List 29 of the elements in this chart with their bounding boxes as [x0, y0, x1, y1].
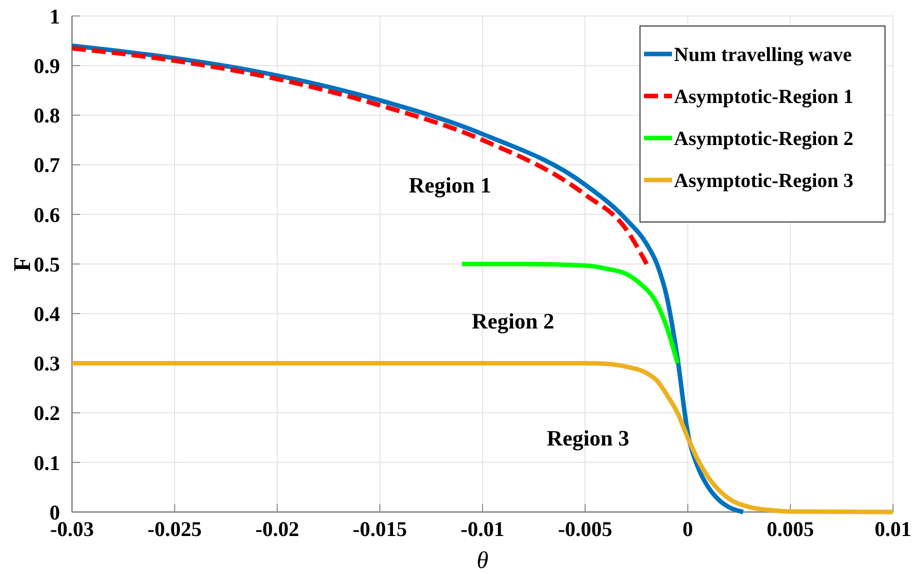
legend-label: Asymptotic-Region 1 — [674, 86, 854, 108]
annotation: Region 1 — [408, 172, 492, 198]
y-tick-label: 0.4 — [34, 302, 60, 326]
y-tick-label: 0.6 — [34, 202, 60, 227]
y-tick-label: 0.5 — [34, 252, 60, 276]
legend-label: Num travelling wave — [674, 44, 852, 66]
y-tick-label: 0.2 — [34, 401, 60, 426]
y-tick-label: 0.8 — [34, 104, 60, 128]
x-axis-title: θ — [476, 548, 489, 574]
annotation: Region 2 — [472, 308, 554, 334]
x-tick-label: -0.005 — [558, 517, 612, 541]
x-tick-label: 0.01 — [874, 517, 912, 541]
x-tick-label: -0.01 — [460, 517, 504, 541]
legend-label: Asymptotic-Region 3 — [674, 170, 854, 192]
x-tick-label: 0 — [682, 517, 693, 541]
line-series — [70, 46, 649, 266]
x-tick-label: -0.025 — [148, 517, 202, 541]
y-tick-label: 0.7 — [34, 153, 60, 178]
y-tick-label: 0.9 — [34, 54, 60, 78]
x-tick-label: 0.005 — [766, 517, 814, 541]
y-axis-title: F — [10, 256, 36, 272]
y-tick-label: 1 — [50, 4, 60, 28]
line-series — [460, 262, 680, 366]
x-tick-label: -0.015 — [352, 517, 407, 541]
legend-label: Asymptotic-Region 2 — [674, 128, 854, 150]
x-tick-label: -0.02 — [255, 517, 300, 541]
y-tick-label: 0.1 — [34, 450, 60, 475]
y-tick-label: 0.3 — [34, 352, 60, 376]
annotation: Region 3 — [546, 426, 630, 451]
